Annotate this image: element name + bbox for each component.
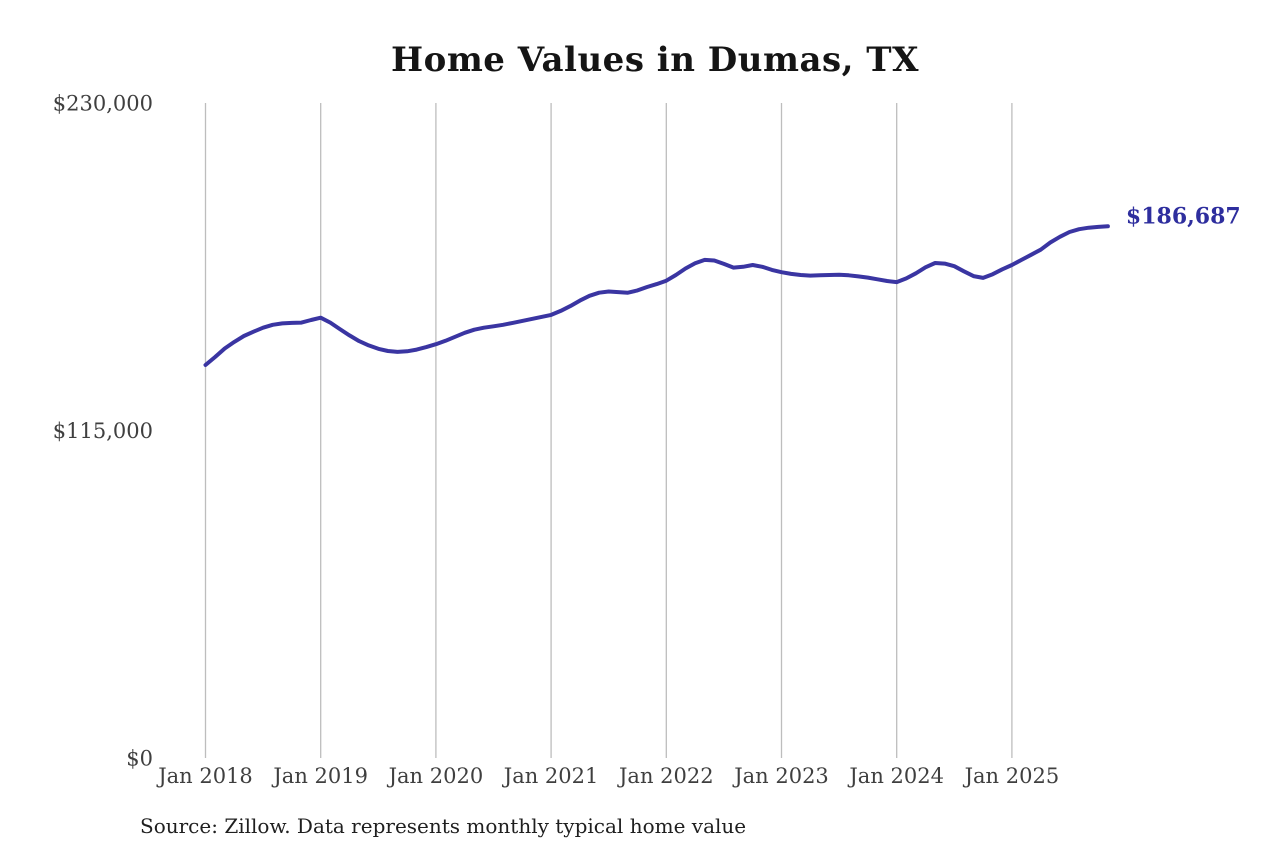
x-axis-tick-label: Jan 2019 — [271, 764, 368, 788]
chart-title: Home Values in Dumas, TX — [391, 40, 919, 80]
y-axis-tick-label: $230,000 — [53, 92, 153, 116]
final-value-annotation: $186,687 — [1126, 203, 1241, 229]
x-axis-tick-label: Jan 2021 — [502, 764, 599, 788]
x-axis-tick-label: Jan 2025 — [963, 764, 1060, 788]
y-axis-tick-label: $0 — [126, 747, 153, 771]
x-axis-tick-label: Jan 2024 — [847, 764, 944, 788]
source-note: Source: Zillow. Data represents monthly … — [140, 814, 747, 838]
x-axis-tick-label: Jan 2023 — [732, 764, 829, 788]
x-axis-tick-label: Jan 2022 — [617, 764, 714, 788]
x-axis-tick-label: Jan 2018 — [156, 764, 253, 788]
x-axis-tick-label: Jan 2020 — [387, 764, 484, 788]
value-line — [203, 224, 1110, 367]
y-axis-tick-label: $115,000 — [53, 419, 153, 443]
